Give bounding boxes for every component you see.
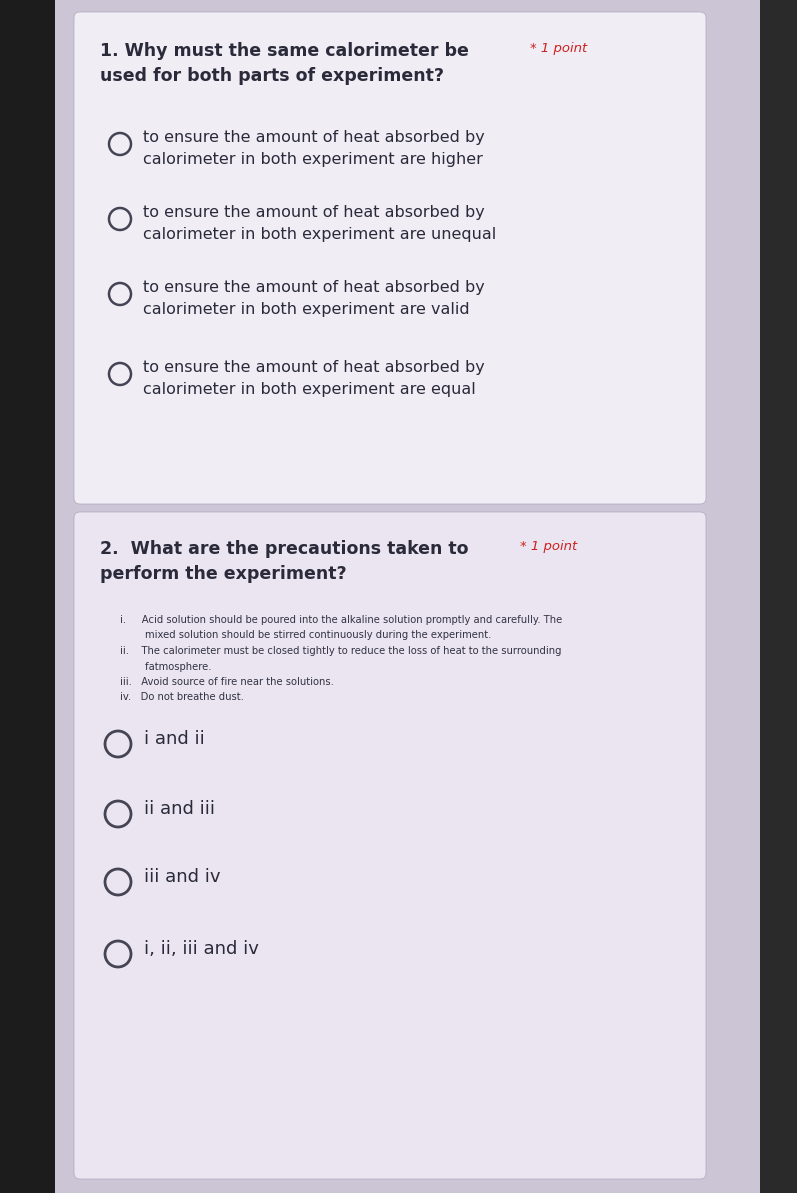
Text: * 1 point: * 1 point — [530, 42, 587, 55]
Text: i and ii: i and ii — [144, 730, 205, 748]
Text: iv.   Do not breathe dust.: iv. Do not breathe dust. — [120, 692, 244, 703]
Polygon shape — [0, 0, 55, 1193]
Text: ii and iii: ii and iii — [144, 801, 215, 818]
Text: mixed solution should be stirred continuously during the experiment.: mixed solution should be stirred continu… — [120, 630, 492, 641]
Text: 2.  What are the precautions taken to: 2. What are the precautions taken to — [100, 540, 469, 558]
FancyBboxPatch shape — [74, 512, 706, 1179]
Text: used for both parts of experiment?: used for both parts of experiment? — [100, 67, 444, 85]
Text: iii.   Avoid source of fire near the solutions.: iii. Avoid source of fire near the solut… — [120, 676, 334, 687]
Text: * 1 point: * 1 point — [520, 540, 577, 554]
FancyBboxPatch shape — [74, 12, 706, 503]
Text: ii.    The calorimeter must be closed tightly to reduce the loss of heat to the : ii. The calorimeter must be closed tight… — [120, 645, 562, 656]
FancyBboxPatch shape — [55, 0, 760, 1193]
Text: fatmosphere.: fatmosphere. — [120, 661, 211, 672]
Text: to ensure the amount of heat absorbed by
calorimeter in both experiment are uneq: to ensure the amount of heat absorbed by… — [143, 205, 497, 242]
Text: 1. Why must the same calorimeter be: 1. Why must the same calorimeter be — [100, 42, 469, 60]
Text: to ensure the amount of heat absorbed by
calorimeter in both experiment are equa: to ensure the amount of heat absorbed by… — [143, 360, 485, 396]
Text: perform the experiment?: perform the experiment? — [100, 565, 347, 583]
Text: iii and iv: iii and iv — [144, 869, 221, 886]
Text: i.     Acid solution should be poured into the alkaline solution promptly and ca: i. Acid solution should be poured into t… — [120, 616, 562, 625]
Polygon shape — [760, 0, 797, 1193]
Text: to ensure the amount of heat absorbed by
calorimeter in both experiment are high: to ensure the amount of heat absorbed by… — [143, 130, 485, 167]
Text: i, ii, iii and iv: i, ii, iii and iv — [144, 940, 259, 958]
Text: to ensure the amount of heat absorbed by
calorimeter in both experiment are vali: to ensure the amount of heat absorbed by… — [143, 280, 485, 316]
